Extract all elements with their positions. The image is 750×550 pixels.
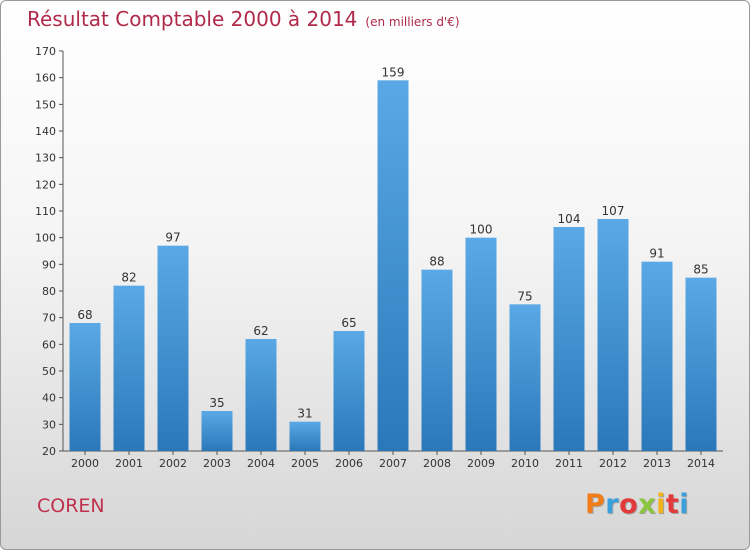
data-label-2011: 104 — [558, 212, 581, 226]
bar-2009 — [465, 237, 497, 451]
y-tick-label: 40 — [42, 392, 56, 405]
bar-2001 — [113, 285, 145, 451]
y-tick-label: 50 — [42, 365, 56, 378]
bar-2006 — [333, 331, 365, 451]
x-tick-label-2002: 2002 — [159, 457, 187, 470]
x-tick-label-2013: 2013 — [643, 457, 671, 470]
data-label-2001: 82 — [121, 271, 136, 285]
y-tick-label: 100 — [35, 232, 56, 245]
data-label-2006: 65 — [341, 316, 356, 330]
data-label-2003: 35 — [209, 396, 224, 410]
data-label-2010: 75 — [517, 289, 532, 303]
y-tick-label: 140 — [35, 125, 56, 138]
bar-2013 — [641, 261, 673, 451]
y-tick-label: 20 — [42, 445, 56, 458]
data-label-2012: 107 — [602, 204, 625, 218]
y-tick-label: 90 — [42, 258, 56, 271]
logo-letter: i — [656, 489, 666, 520]
logo-letter: i — [679, 489, 690, 520]
logo-letter: r — [605, 489, 620, 520]
x-tick-label-2004: 2004 — [247, 457, 275, 470]
y-tick-label: 110 — [35, 205, 56, 218]
y-tick-label: 30 — [42, 418, 56, 431]
data-label-2005: 31 — [297, 407, 312, 421]
bar-2014 — [685, 277, 717, 451]
commune-name: COREN — [37, 495, 105, 517]
chart-title: Résultat Comptable 2000 à 2014 (en millie… — [27, 7, 460, 31]
bar-2000 — [69, 323, 101, 451]
x-tick-label-2008: 2008 — [423, 457, 451, 470]
x-tick-label-2009: 2009 — [467, 457, 495, 470]
data-label-2009: 100 — [470, 223, 493, 237]
data-label-2007: 159 — [382, 65, 405, 79]
x-tick-label-2010: 2010 — [511, 457, 539, 470]
x-tick-label-2001: 2001 — [115, 457, 143, 470]
y-tick-label: 60 — [42, 338, 56, 351]
chart-title-text: Résultat Comptable 2000 à 2014 — [27, 7, 358, 31]
logo-letter: t — [665, 489, 680, 520]
bar-2007 — [377, 80, 409, 451]
x-tick-label-2005: 2005 — [291, 457, 319, 470]
data-label-2000: 68 — [77, 308, 92, 322]
bar-2011 — [553, 227, 585, 451]
proxiti-logo: Proxiti — [585, 489, 689, 520]
data-label-2013: 91 — [649, 247, 664, 261]
chart-axes: 20 30 40 50 60 70 80 90 100 110 120 130 140 150 160 170… — [35, 45, 723, 470]
x-tick-label-2014: 2014 — [687, 457, 715, 470]
bar-2012 — [597, 219, 629, 451]
chart-bars: 68 82 97 35 62 31 65 159 88 100 75 104 107 91 85 — [69, 65, 717, 451]
logo-letter: o — [619, 489, 639, 520]
data-label-2002: 97 — [165, 231, 180, 245]
bar-2008 — [421, 269, 453, 451]
bar-2005 — [289, 421, 321, 451]
y-tick-label: 170 — [35, 45, 56, 58]
x-tick-label-2012: 2012 — [599, 457, 627, 470]
logo-letter: x — [638, 489, 657, 520]
bar-2003 — [201, 411, 233, 451]
x-tick-label-2003: 2003 — [203, 457, 231, 470]
logo-letter: P — [585, 489, 606, 520]
x-tick-label-2006: 2006 — [335, 457, 363, 470]
data-label-2008: 88 — [429, 255, 444, 269]
x-tick-label-2007: 2007 — [379, 457, 407, 470]
x-tick-label-2000: 2000 — [71, 457, 99, 470]
y-tick-label: 120 — [35, 178, 56, 191]
bar-2004 — [245, 339, 277, 451]
y-tick-label: 150 — [35, 98, 56, 111]
y-tick-label: 70 — [42, 312, 56, 325]
y-tick-label: 160 — [35, 72, 56, 85]
chart-unit: (en milliers d'€) — [365, 15, 460, 29]
bar-2010 — [509, 304, 541, 451]
y-tick-label: 130 — [35, 152, 56, 165]
y-tick-label: 80 — [42, 285, 56, 298]
data-label-2004: 62 — [253, 324, 268, 338]
x-tick-label-2011: 2011 — [555, 457, 583, 470]
data-label-2014: 85 — [693, 263, 708, 277]
bar-2002 — [157, 245, 189, 451]
